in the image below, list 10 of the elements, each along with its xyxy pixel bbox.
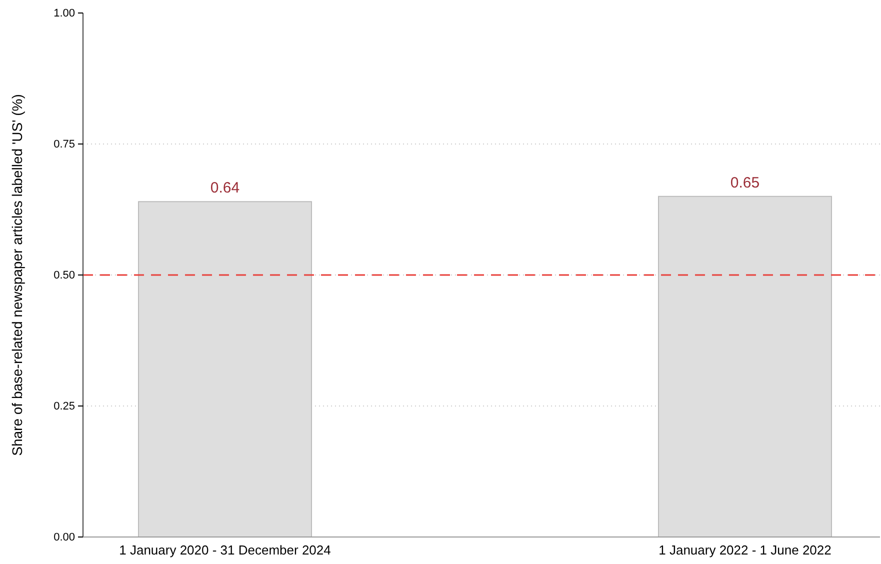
y-tick-label: 0.50	[54, 270, 75, 282]
data-label: 0.64	[210, 180, 240, 197]
y-tick-label: 0.25	[54, 400, 75, 413]
y-axis-title: Share of base-related newspaper articles labelled 'US' (%)	[9, 94, 25, 456]
x-tick-label: 1 January 2020 - 31 December 2024	[119, 542, 331, 558]
data-label: 0.65	[730, 174, 760, 192]
y-tick-label: 0.00	[54, 532, 75, 544]
y-tick-label: 1.00	[54, 8, 75, 20]
y-tick-label: 0.75	[54, 138, 75, 151]
x-tick-label: 1 January 2022 - 1 June 2022	[658, 542, 832, 558]
